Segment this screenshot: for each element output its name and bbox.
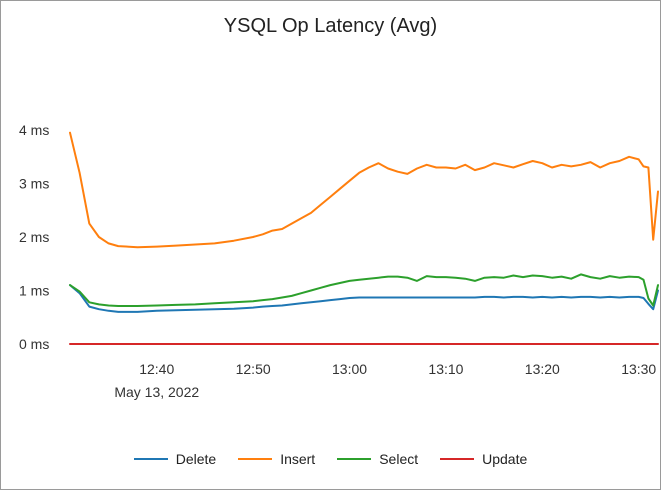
chart-title: YSQL Op Latency (Avg) bbox=[223, 15, 438, 37]
legend-label: Update bbox=[482, 451, 528, 467]
y-tick-label: 0 ms bbox=[19, 336, 49, 352]
legend-label: Insert bbox=[280, 451, 316, 467]
legend-label: Select bbox=[379, 451, 419, 467]
y-tick-label: 3 ms bbox=[19, 176, 49, 192]
y-tick-label: 2 ms bbox=[19, 229, 49, 245]
legend-item-delete[interactable]: Delete bbox=[133, 451, 217, 467]
x-tick-label: 13:20 bbox=[525, 361, 560, 377]
series-line-insert bbox=[69, 131, 659, 249]
series-line-delete bbox=[69, 284, 659, 313]
line-chart: 0 ms 1 ms 2 ms 3 ms 4 ms 12:40 12:50 13:00 13:10… bbox=[19, 122, 659, 400]
legend-swatch bbox=[440, 458, 475, 460]
legend-swatch bbox=[238, 458, 273, 460]
x-tick-label: 13:10 bbox=[428, 361, 463, 377]
x-tick-label: 13:00 bbox=[332, 361, 367, 377]
legend-swatch bbox=[337, 458, 372, 460]
series-line-select bbox=[69, 273, 659, 307]
legend-swatch bbox=[133, 458, 168, 460]
legend-item-update[interactable]: Update bbox=[440, 451, 527, 467]
x-axis-date-label: May 13, 2022 bbox=[114, 384, 199, 400]
y-tick-label: 1 ms bbox=[19, 283, 49, 299]
x-tick-label: 12:40 bbox=[139, 361, 174, 377]
x-tick-label: 13:30 bbox=[621, 361, 656, 377]
legend-item-select[interactable]: Select bbox=[337, 451, 418, 467]
legend-item-insert[interactable]: Insert bbox=[238, 451, 315, 467]
x-tick-label: 12:50 bbox=[236, 361, 271, 377]
y-tick-label: 4 ms bbox=[19, 122, 49, 138]
legend-label: Delete bbox=[175, 451, 217, 467]
chart-legend: Delete Insert Select Update bbox=[1, 451, 660, 467]
